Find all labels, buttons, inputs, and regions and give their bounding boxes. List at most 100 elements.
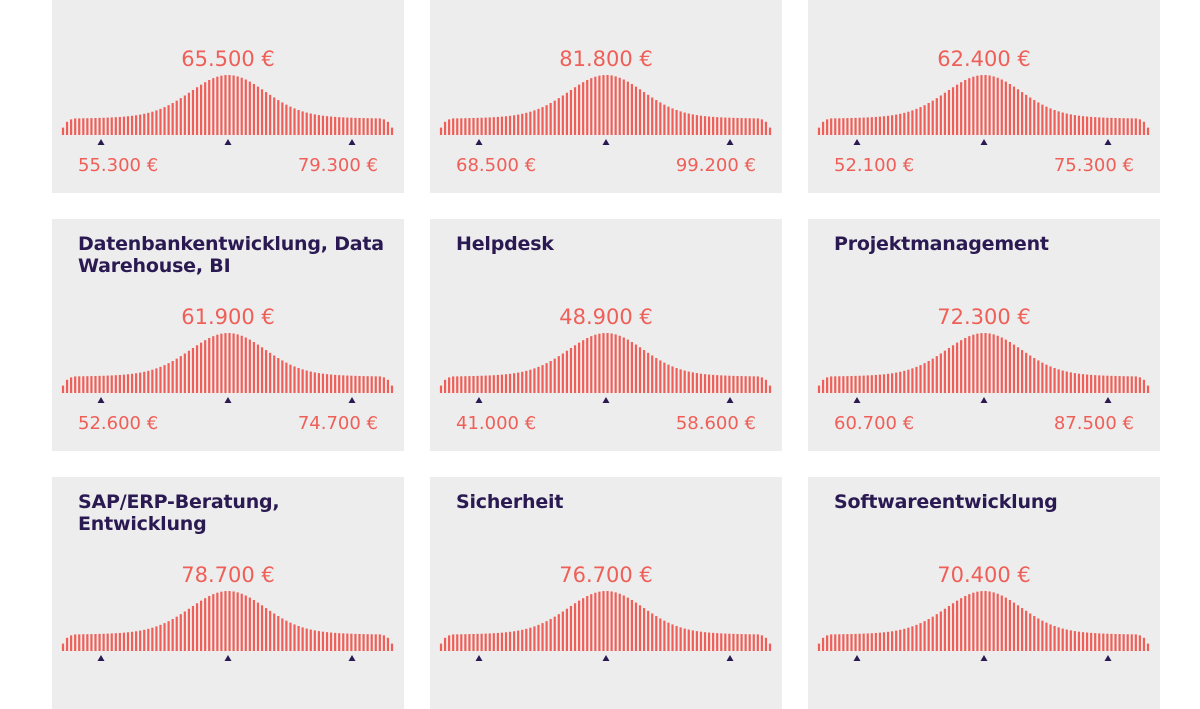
distribution-bar: [65, 121, 69, 135]
distribution-bar: [882, 632, 886, 651]
distribution-bar: [586, 338, 589, 393]
distribution-bar: [492, 375, 495, 393]
distribution-bar: [980, 75, 983, 135]
distribution-bar: [329, 632, 333, 651]
distribution-bar: [199, 342, 203, 393]
distribution-bar: [1004, 81, 1007, 135]
distribution-bar: [476, 117, 479, 135]
distribution-bar: [553, 616, 556, 651]
distribution-bar: [183, 95, 186, 135]
distribution-bar: [1049, 108, 1052, 135]
distribution-bar: [919, 623, 922, 651]
distribution-bar: [525, 112, 528, 135]
distribution-bar: [252, 342, 256, 393]
distribution-bar: [557, 98, 560, 135]
distribution-bar: [342, 633, 345, 651]
distribution-bar: [659, 102, 662, 135]
distribution-bar: [321, 373, 325, 393]
distribution-bar: [939, 353, 942, 393]
distribution-bar: [1077, 115, 1081, 135]
distribution-bar: [874, 374, 877, 393]
distribution-bar: [899, 629, 902, 651]
distribution-bar: [838, 376, 841, 393]
distribution-bar: [513, 115, 516, 135]
distribution-bar: [695, 631, 698, 651]
distribution-bar: [382, 119, 385, 135]
distribution-bar: [618, 77, 621, 135]
median-marker: [602, 397, 610, 403]
salary-grid: 65.500 € 55.300 € 79.300 € 81.800 € 68.500 €…: [52, 0, 1160, 709]
distribution-bar: [891, 115, 894, 135]
distribution-bar: [821, 121, 825, 135]
distribution-bar: [1061, 628, 1064, 651]
distribution-bar: [647, 352, 650, 393]
distribution-bar: [273, 355, 276, 393]
distribution-bar: [212, 594, 215, 651]
distribution-bar: [317, 631, 320, 651]
distribution-bar: [220, 333, 223, 393]
distribution-bar: [935, 614, 938, 651]
distribution-bar: [464, 118, 467, 135]
distribution-bar: [577, 600, 581, 651]
distribution-bar: [325, 374, 329, 393]
low-quartile-marker: [853, 655, 861, 661]
high-quartile-label: 87.500 €: [1053, 413, 1134, 434]
distribution-bar: [586, 80, 589, 135]
distribution-bar: [614, 334, 617, 393]
distribution-bar: [1029, 613, 1032, 651]
distribution-bar: [90, 376, 93, 393]
distribution-bar: [94, 634, 97, 651]
distribution-bar: [508, 631, 512, 651]
high-quartile-marker: [348, 655, 356, 661]
distribution-bar: [968, 594, 971, 651]
median-label: 48.900 €: [559, 305, 653, 329]
distribution-bar: [289, 106, 292, 135]
distribution-bar: [703, 632, 707, 651]
distribution-bar: [842, 118, 845, 135]
distribution-bar: [504, 116, 508, 135]
distribution-bar: [147, 628, 150, 651]
distribution-chart: [817, 591, 1150, 661]
median-marker: [224, 397, 232, 403]
distribution-bar: [240, 77, 243, 135]
distribution-bar: [472, 118, 475, 135]
distribution-bar: [102, 633, 105, 651]
distribution-bar: [740, 376, 743, 393]
distribution-bar: [569, 347, 573, 393]
distribution-bar: [834, 118, 837, 135]
distribution-bar: [891, 631, 894, 651]
distribution-bar: [687, 113, 690, 135]
distribution-bar: [167, 621, 170, 651]
distribution-bar: [452, 118, 455, 135]
distribution-bar: [289, 622, 292, 651]
distribution-bar: [130, 115, 134, 135]
distribution-bar: [126, 632, 130, 651]
distribution-bar: [439, 127, 443, 135]
distribution-bar: [224, 333, 227, 393]
distribution-bar: [610, 75, 613, 135]
median-label: 61.900 €: [181, 305, 275, 329]
distribution-bar: [870, 375, 873, 393]
distribution-bar: [321, 115, 325, 135]
distribution-bar: [350, 633, 353, 651]
distribution-bar: [533, 110, 536, 135]
distribution-bar: [1130, 118, 1133, 135]
distribution-bar: [659, 360, 662, 393]
distribution-bar: [126, 116, 130, 135]
distribution-bar: [1114, 633, 1117, 651]
distribution-bar: [1142, 379, 1146, 393]
distribution-bar: [760, 635, 763, 651]
distribution-bar: [187, 92, 191, 135]
distribution-bar: [1016, 347, 1020, 393]
distribution-bar: [476, 633, 479, 651]
distribution-bar: [171, 361, 174, 393]
distribution-bar: [850, 376, 853, 393]
distribution-bar: [651, 613, 654, 651]
distribution-bar: [232, 75, 235, 135]
distribution-bar: [728, 117, 731, 135]
distribution-bar: [659, 618, 662, 651]
distribution-bar: [334, 374, 337, 393]
distribution-bar: [374, 634, 377, 651]
distribution-bar: [480, 117, 483, 135]
distribution-bar: [342, 117, 345, 135]
